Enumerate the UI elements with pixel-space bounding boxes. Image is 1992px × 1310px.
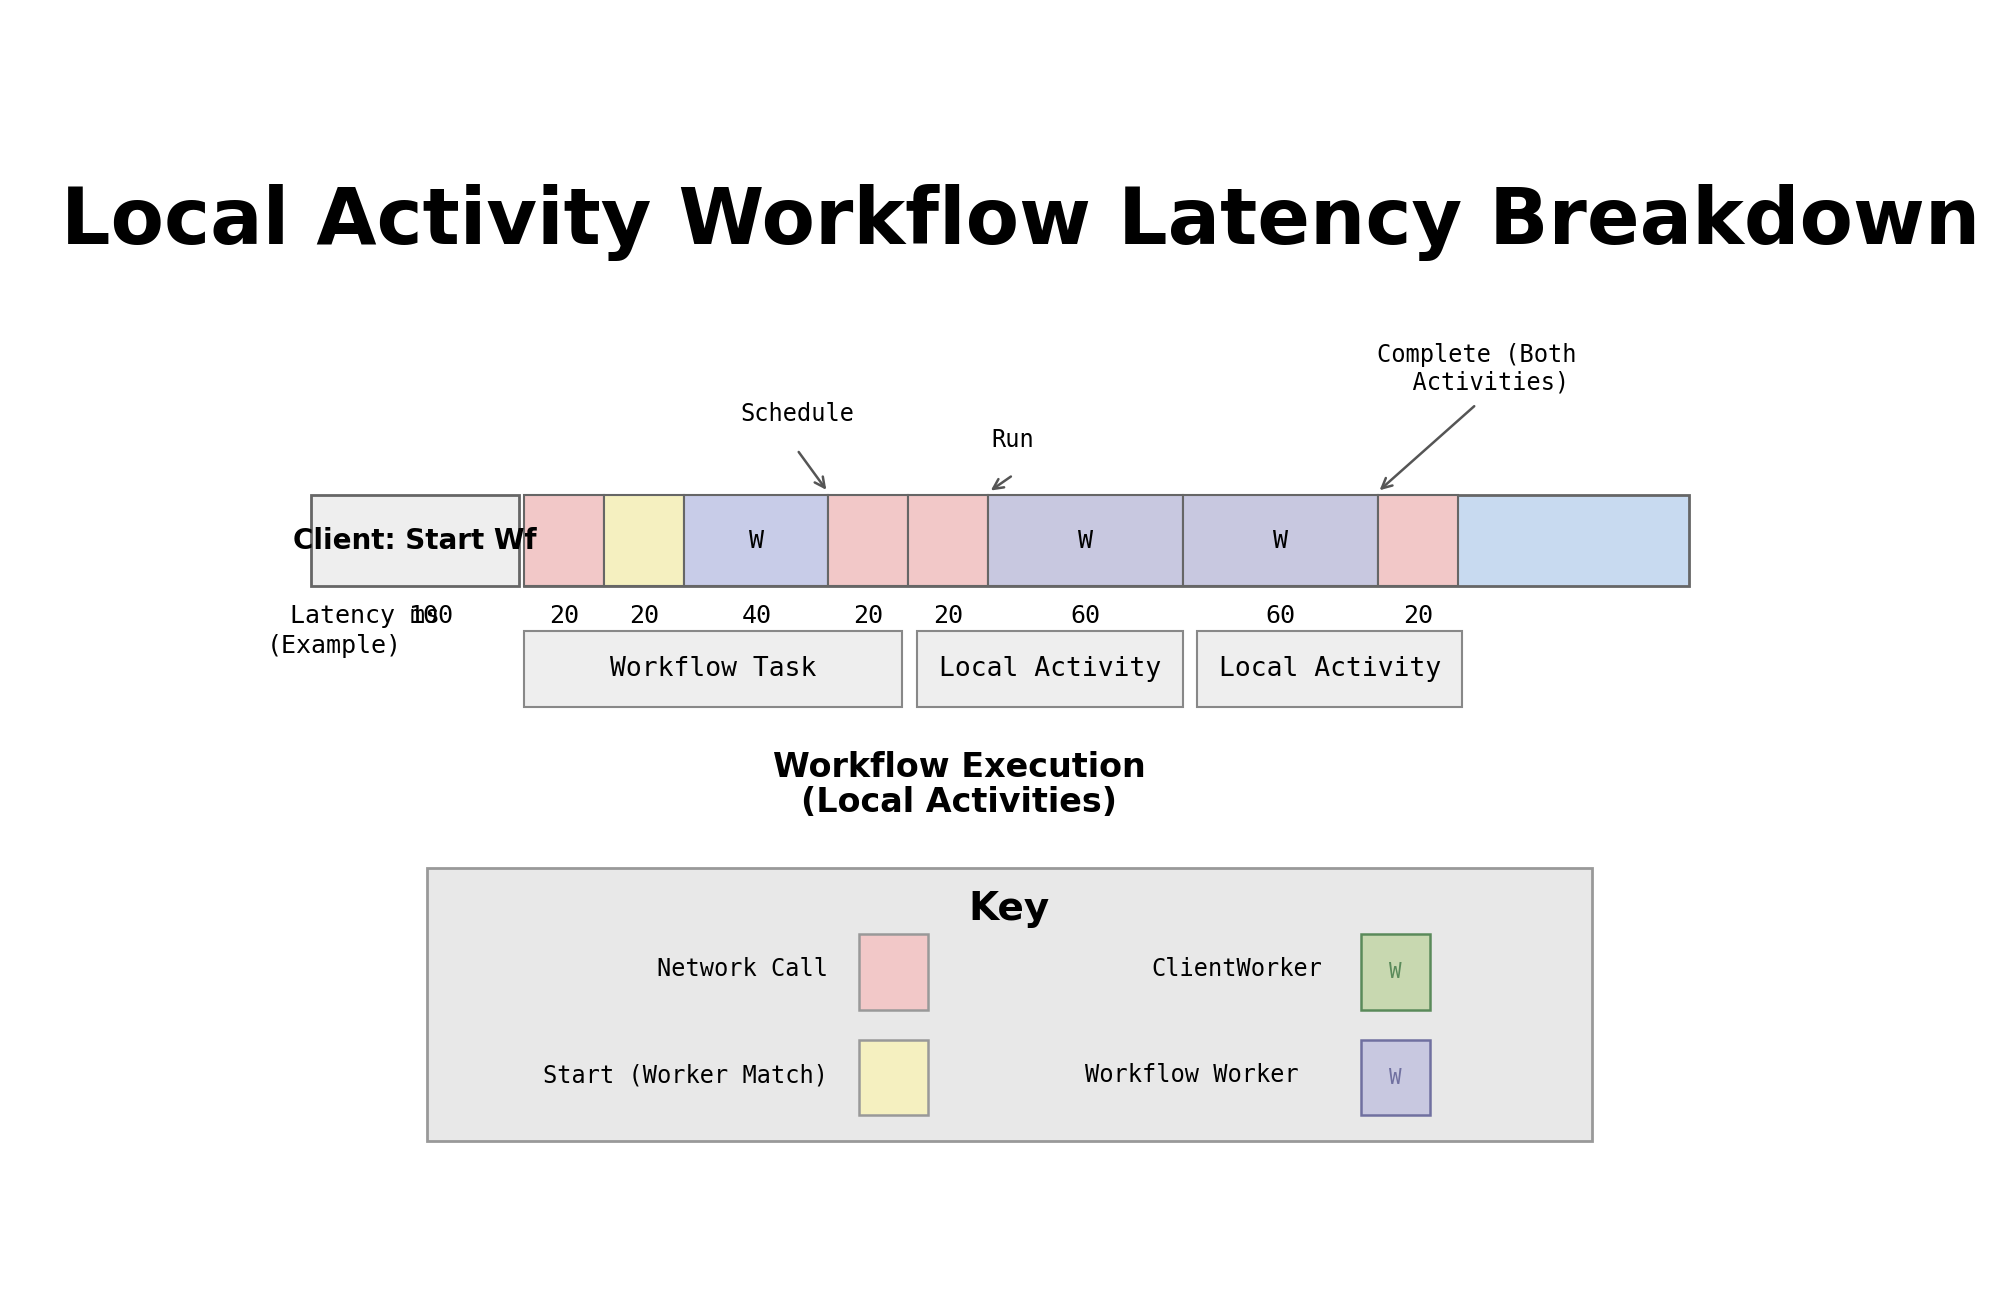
Text: 20: 20 bbox=[934, 604, 964, 629]
Text: Complete (Both
  Activities): Complete (Both Activities) bbox=[1376, 343, 1576, 394]
FancyBboxPatch shape bbox=[988, 495, 1183, 586]
FancyBboxPatch shape bbox=[1378, 495, 1458, 586]
Text: 100: 100 bbox=[408, 604, 454, 629]
Text: W: W bbox=[1273, 528, 1287, 553]
Text: Local Activity: Local Activity bbox=[1219, 656, 1440, 683]
Text: 60: 60 bbox=[1072, 604, 1102, 629]
FancyBboxPatch shape bbox=[685, 495, 829, 586]
Text: W: W bbox=[1388, 962, 1402, 981]
Text: Local Activity Workflow Latency Breakdown: Local Activity Workflow Latency Breakdow… bbox=[62, 185, 1980, 261]
Text: Local Activity: Local Activity bbox=[938, 656, 1161, 683]
Text: Network Call: Network Call bbox=[657, 958, 829, 981]
FancyBboxPatch shape bbox=[859, 934, 928, 1010]
Text: ClientWorker: ClientWorker bbox=[1151, 958, 1323, 981]
Text: Key: Key bbox=[968, 889, 1050, 927]
Text: 40: 40 bbox=[741, 604, 773, 629]
Text: Latency ms: Latency ms bbox=[289, 604, 440, 629]
Text: Run: Run bbox=[992, 427, 1034, 452]
Text: Workflow Execution: Workflow Execution bbox=[773, 751, 1145, 783]
Text: 20: 20 bbox=[853, 604, 882, 629]
Text: 20: 20 bbox=[629, 604, 659, 629]
Text: 20: 20 bbox=[1402, 604, 1432, 629]
Text: Client: Start Wf: Client: Start Wf bbox=[293, 527, 536, 554]
FancyBboxPatch shape bbox=[524, 631, 902, 707]
Text: 20: 20 bbox=[550, 604, 580, 629]
FancyBboxPatch shape bbox=[1183, 495, 1378, 586]
FancyBboxPatch shape bbox=[908, 495, 988, 586]
FancyBboxPatch shape bbox=[1361, 934, 1430, 1010]
Text: Schedule: Schedule bbox=[741, 402, 855, 427]
Text: Workflow Task: Workflow Task bbox=[610, 656, 817, 683]
FancyBboxPatch shape bbox=[1361, 1040, 1430, 1116]
FancyBboxPatch shape bbox=[426, 869, 1592, 1141]
FancyBboxPatch shape bbox=[859, 1040, 928, 1116]
FancyBboxPatch shape bbox=[829, 495, 908, 586]
Text: Start (Worker Match): Start (Worker Match) bbox=[544, 1064, 829, 1087]
Text: W: W bbox=[749, 528, 763, 553]
FancyBboxPatch shape bbox=[604, 495, 685, 586]
Text: 60: 60 bbox=[1265, 604, 1295, 629]
Text: W: W bbox=[1388, 1068, 1402, 1087]
FancyBboxPatch shape bbox=[1197, 631, 1462, 707]
FancyBboxPatch shape bbox=[311, 495, 520, 586]
FancyBboxPatch shape bbox=[918, 631, 1183, 707]
FancyBboxPatch shape bbox=[524, 495, 604, 586]
Text: Workflow Worker: Workflow Worker bbox=[1086, 1064, 1299, 1087]
Text: (Local Activities): (Local Activities) bbox=[801, 786, 1118, 819]
Text: (Example): (Example) bbox=[267, 634, 402, 659]
Text: W: W bbox=[1078, 528, 1094, 553]
FancyBboxPatch shape bbox=[524, 495, 1689, 586]
